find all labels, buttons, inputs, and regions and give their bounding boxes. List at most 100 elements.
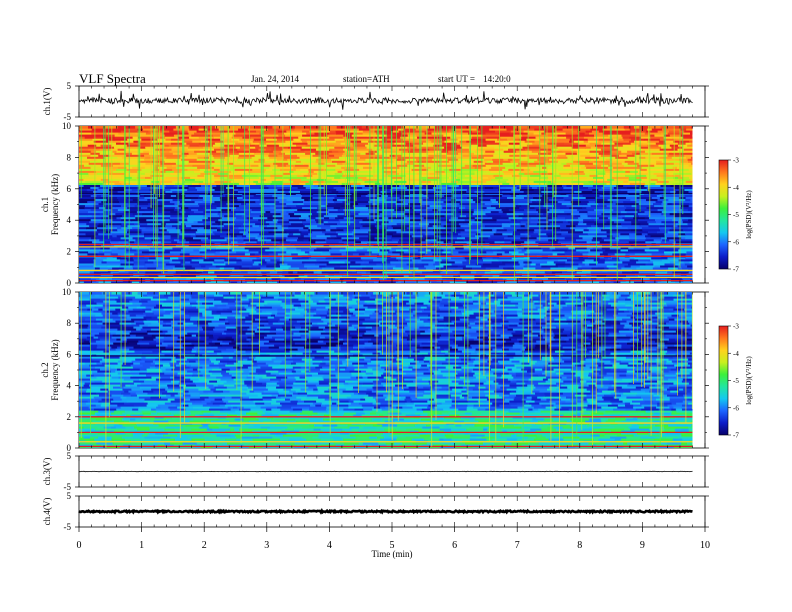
spectrogram-cell	[597, 224, 605, 228]
spectrogram-cell	[158, 128, 164, 131]
spectrogram-cell	[494, 226, 504, 230]
spectrogram-cell	[110, 230, 128, 234]
spectrogram-cell	[541, 264, 548, 268]
spectrogram-cell	[601, 206, 610, 210]
spectrogram-cell	[530, 184, 548, 187]
spectrogram-cell	[126, 250, 143, 254]
spectrogram-cell	[424, 214, 435, 218]
spectrogram-cell	[561, 232, 573, 236]
spectrogram-cell	[691, 238, 693, 242]
spectrogram-cell	[293, 180, 310, 183]
spectrogram-cell	[626, 436, 642, 439]
spectrogram-cell	[688, 270, 693, 274]
spectrogram-cell	[689, 176, 693, 179]
spectrogram-cell	[690, 242, 693, 246]
spectrogram-cell	[230, 220, 235, 224]
spectrogram-cell	[131, 152, 140, 155]
spectrogram-cell	[497, 248, 516, 252]
spectrogram-cell	[122, 214, 136, 218]
spectrogram-cell	[259, 436, 273, 439]
spectrogram-cell	[151, 160, 165, 163]
spectrogram-cell	[336, 234, 353, 238]
spectrogram-cell	[503, 148, 509, 151]
spectrogram-cell	[574, 274, 582, 278]
spectrogram-cell	[395, 150, 404, 153]
spectrogram-cell	[387, 218, 403, 222]
spectrogram-cell	[110, 240, 120, 244]
spectrogram-cell	[514, 138, 520, 141]
spectrogram-cell	[212, 134, 221, 137]
spectrogram-cell	[614, 438, 622, 441]
spectrogram-cell	[170, 172, 180, 175]
spectrogram-cell	[88, 174, 105, 177]
spectrogram-cell	[216, 182, 224, 185]
spectrogram-cell	[468, 186, 486, 189]
spectrogram-cell	[442, 142, 458, 145]
spectrogram-cell	[123, 186, 140, 189]
spectrogram-cell	[388, 216, 399, 220]
spectrogram-cell	[84, 142, 90, 145]
spectrogram-cell	[627, 442, 643, 445]
spectrogram-cell	[97, 224, 107, 228]
spectrogram-cell	[252, 140, 261, 143]
spectrogram-cell	[88, 148, 96, 151]
spectrogram-cell	[409, 194, 428, 197]
spectrogram-cell	[620, 248, 629, 252]
spectrogram-cell	[88, 172, 98, 175]
spectrogram-cell	[317, 277, 327, 280]
spectrogram-cell	[303, 184, 315, 187]
spectrogram-cell	[655, 270, 668, 274]
spectrogram-cell	[493, 250, 506, 254]
spectrogram-cell	[570, 212, 588, 216]
spectrogram-cell	[539, 144, 557, 147]
spectrogram-cell	[432, 224, 438, 228]
spectrogram-cell	[528, 134, 547, 137]
spectrogram-cell	[229, 154, 240, 157]
spectrogram-cell	[464, 174, 482, 177]
spectrogram-cell	[219, 438, 226, 441]
spectrogram-cell	[574, 156, 586, 159]
spectrogram-cell	[214, 200, 232, 204]
spectrogram-cell	[91, 281, 100, 283]
spectrogram-cell	[673, 224, 679, 228]
spectrogram-cell	[259, 202, 276, 206]
spectrogram-cell	[363, 430, 369, 433]
spectrogram-cell	[389, 158, 398, 161]
spectrogram-cell	[296, 144, 307, 147]
spectrogram-cell	[521, 136, 537, 139]
spectrogram-cell	[388, 220, 405, 224]
spectrogram-cell	[369, 212, 381, 216]
spectrogram-cell	[242, 277, 258, 280]
spectrogram-cell	[435, 212, 454, 216]
spectrogram-cell	[503, 156, 521, 159]
spectrogram-cell	[518, 250, 526, 254]
spectrogram-cell	[665, 140, 674, 143]
spectrogram-cell	[273, 150, 282, 153]
spectrogram-cell	[408, 277, 426, 280]
spectrogram-cell	[154, 262, 167, 266]
spectrogram-cell	[339, 260, 346, 264]
spectrogram-cell	[691, 240, 693, 244]
spectrogram-cell	[326, 432, 341, 435]
spectrogram-cell	[690, 198, 693, 202]
spectrogram-cell	[429, 430, 445, 433]
spectrogram-cell	[235, 142, 247, 145]
spectrogram-cell	[385, 198, 400, 202]
spectrogram-cell	[588, 186, 603, 189]
spectrogram-cell	[682, 218, 689, 222]
spectrogram-cell	[181, 144, 190, 147]
spectrogram-cell	[513, 274, 521, 278]
spectrogram-cell	[681, 442, 688, 445]
spectrogram-cell	[669, 260, 685, 264]
spectrogram-cell	[611, 240, 630, 244]
spectrogram-cell	[517, 281, 530, 283]
spectrogram-cell	[265, 240, 281, 244]
spectrogram-cell	[691, 156, 693, 159]
spectrogram-cell	[373, 144, 388, 147]
spectrogram-cell	[110, 252, 119, 256]
spectrogram-cell	[463, 226, 481, 230]
spectrogram-cell	[675, 281, 693, 283]
spectrogram-cell	[335, 140, 352, 143]
spectrogram-cell	[480, 130, 496, 133]
spectrogram-cell	[627, 190, 643, 193]
